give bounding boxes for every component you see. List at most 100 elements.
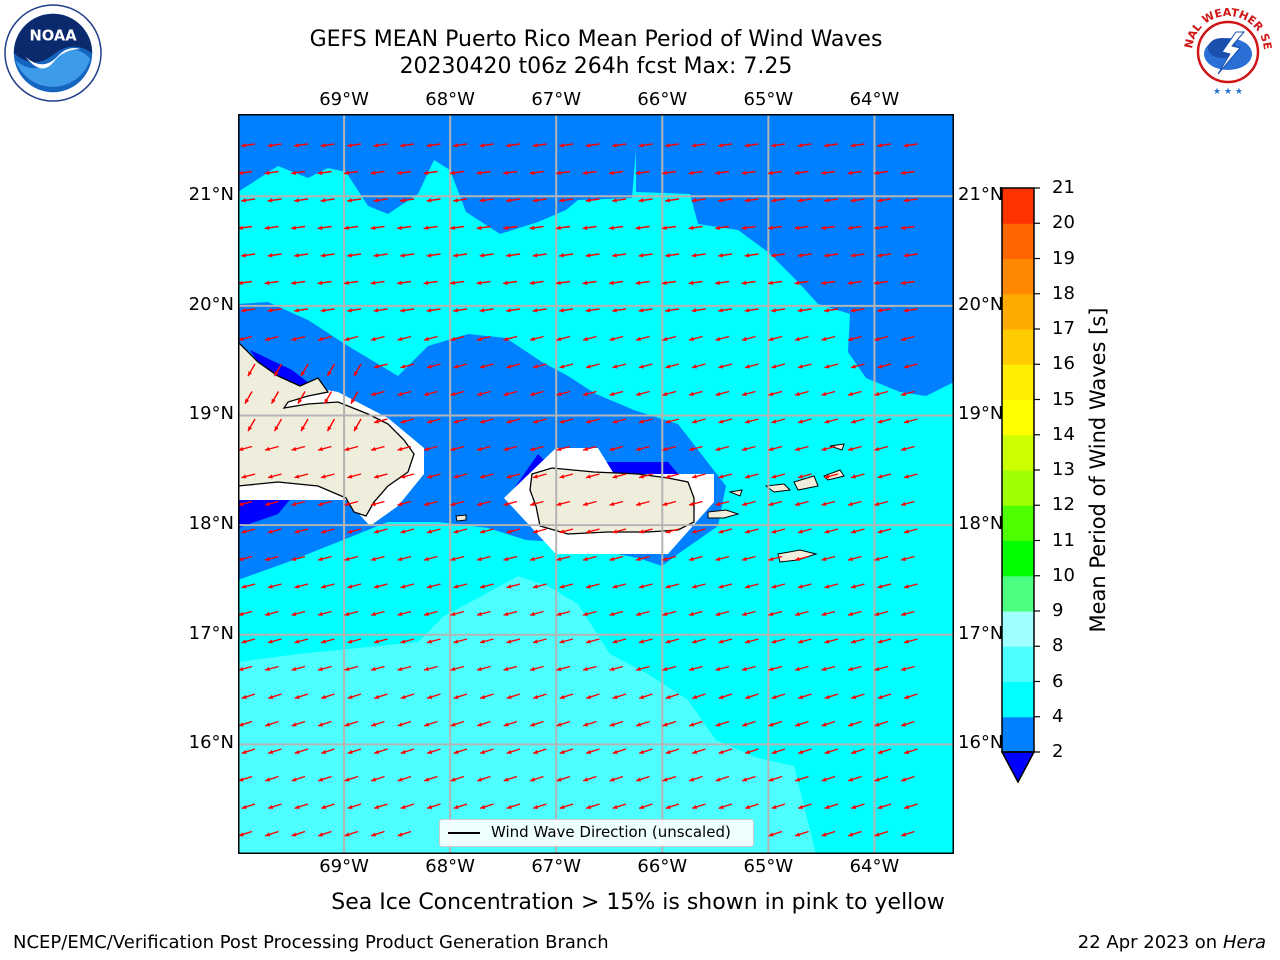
wave-direction-arrow-head [903, 474, 909, 479]
wave-direction-arrow-head [529, 280, 535, 285]
wave-direction-arrow-head [903, 253, 909, 258]
wave-direction-arrow-head [453, 804, 459, 810]
colorbar-cell [1002, 716, 1034, 753]
wave-direction-arrow-head [556, 777, 562, 782]
wave-direction-arrow-head [506, 253, 511, 258]
wave-direction-arrow-head [691, 308, 697, 313]
wave-direction-arrow-head [877, 364, 883, 369]
wave-direction-arrow-head [821, 832, 827, 837]
wave-direction-arrow-head [559, 198, 564, 203]
wave-direction-arrow-head [691, 474, 697, 479]
wave-direction-arrow-head [821, 666, 827, 672]
wave-direction-arrow-head [423, 501, 429, 507]
wave-direction-arrow-head [850, 198, 856, 203]
lat-label-right: 21°N [958, 184, 1004, 206]
colorbar-level-label: 12 [1052, 494, 1075, 516]
colorbar-cell [1002, 575, 1034, 612]
wave-direction-arrow-head [453, 584, 459, 589]
wave-direction-arrow-head [241, 804, 247, 810]
wave-direction-arrow-head [529, 170, 535, 175]
wave-direction-arrow-head [294, 639, 300, 644]
wave-direction-arrow-head [320, 308, 326, 313]
wave-direction-arrow-head [241, 474, 247, 479]
wave-direction-arrow-head [639, 694, 645, 700]
wave-direction-arrow-head [532, 419, 538, 424]
wave-direction-arrow-head [529, 501, 535, 507]
wave-direction-arrow-head [741, 391, 747, 397]
run-date: 22 Apr 2023 on Hera [1078, 932, 1266, 953]
wave-direction-arrow-head [503, 556, 509, 562]
wave-direction-arrow-head [662, 611, 668, 617]
wave-direction-arrow-head [691, 584, 697, 589]
wave-direction-arrow-head [291, 170, 296, 175]
wave-direction-arrow-head [556, 501, 562, 507]
wave-direction-arrow-head [556, 336, 562, 342]
wave-direction-arrow-head [821, 777, 827, 782]
colorbar-level-label: 8 [1052, 635, 1064, 657]
wave-direction-arrow-head [635, 556, 641, 562]
wave-direction-arrow-head [450, 170, 455, 175]
wave-direction-arrow-head [638, 198, 644, 203]
wave-direction-arrow-head [241, 253, 246, 258]
wave-direction-arrow-head [423, 170, 429, 175]
wave-direction-arrow-head [586, 694, 592, 700]
wave-direction-arrow-head [347, 749, 353, 755]
colorbar-level-label: 19 [1052, 247, 1075, 269]
wave-direction-arrow-head [476, 611, 482, 617]
wave-direction-arrow-head [476, 501, 482, 507]
wave-direction-arrow-head [609, 666, 615, 672]
wave-direction-arrow-head [370, 446, 376, 452]
wave-direction-arrow-head [900, 611, 906, 617]
wave-direction-arrow-head [768, 446, 774, 452]
wave-direction-arrow-head [635, 446, 641, 452]
wave-direction-arrow-head [344, 777, 350, 782]
wave-direction-arrow-head [506, 364, 512, 369]
wave-direction-arrow-head [585, 639, 591, 644]
wave-direction-arrow-head [824, 804, 830, 810]
wave-direction-arrow-head [347, 639, 353, 644]
wave-direction-arrow-head [877, 749, 883, 755]
wave-direction-arrow-head [423, 611, 429, 617]
legend-label: Wind Wave Direction (unscaled) [491, 823, 731, 841]
wave-direction-arrow-head [821, 280, 826, 285]
wave-direction-arrow-head [241, 584, 247, 589]
colorbar-cell [1002, 611, 1034, 647]
wave-direction-arrow-head [877, 639, 883, 644]
wave-direction-arrow-head [450, 501, 456, 507]
wave-direction-arrow-head [479, 308, 485, 313]
wave-direction-arrow-head [453, 198, 458, 203]
wave-direction-arrow-head [503, 722, 509, 727]
wave-direction-arrow-head [426, 253, 432, 258]
colorbar-level-label: 20 [1052, 212, 1075, 234]
wave-direction-arrow-head [874, 446, 880, 452]
wave-direction-arrow-head [903, 529, 909, 534]
wave-direction-arrow-head [691, 253, 697, 258]
wave-direction-arrow-head [794, 501, 800, 507]
wave-direction-arrow-head [639, 749, 645, 755]
wave-direction-arrow-head [264, 280, 270, 285]
wave-direction-arrow-head [715, 722, 721, 727]
wave-direction-arrow-head [532, 474, 538, 479]
lat-label-right: 19°N [958, 403, 1004, 425]
wave-direction-arrow-head [265, 777, 271, 782]
wave-direction-arrow-head [370, 170, 376, 175]
map-title: GEFS MEAN Puerto Rico Mean Period of Win… [309, 27, 883, 52]
wave-direction-arrow-head [347, 694, 353, 700]
wave-direction-arrow-head [238, 446, 244, 452]
wave-direction-arrow-head [824, 143, 829, 148]
wave-direction-arrow-head [877, 584, 883, 589]
wave-direction-arrow-head [585, 253, 591, 258]
wave-direction-arrow-head [344, 611, 350, 617]
wave-direction-arrow-head [848, 777, 854, 782]
wave-direction-arrow-head [635, 391, 641, 397]
wave-direction-arrow-head [877, 419, 883, 424]
wave-direction-arrow-head [347, 308, 352, 313]
wave-direction-arrow-head [294, 694, 300, 700]
wave-direction-arrow-head [503, 336, 509, 342]
wave-direction-arrow-head [635, 280, 641, 285]
wave-direction-arrow-head [423, 225, 429, 230]
wave-direction-arrow-head [370, 225, 376, 230]
wave-direction-arrow-head [848, 832, 854, 837]
colorbar-cell [1002, 470, 1034, 506]
wave-direction-arrow-head [533, 804, 539, 810]
